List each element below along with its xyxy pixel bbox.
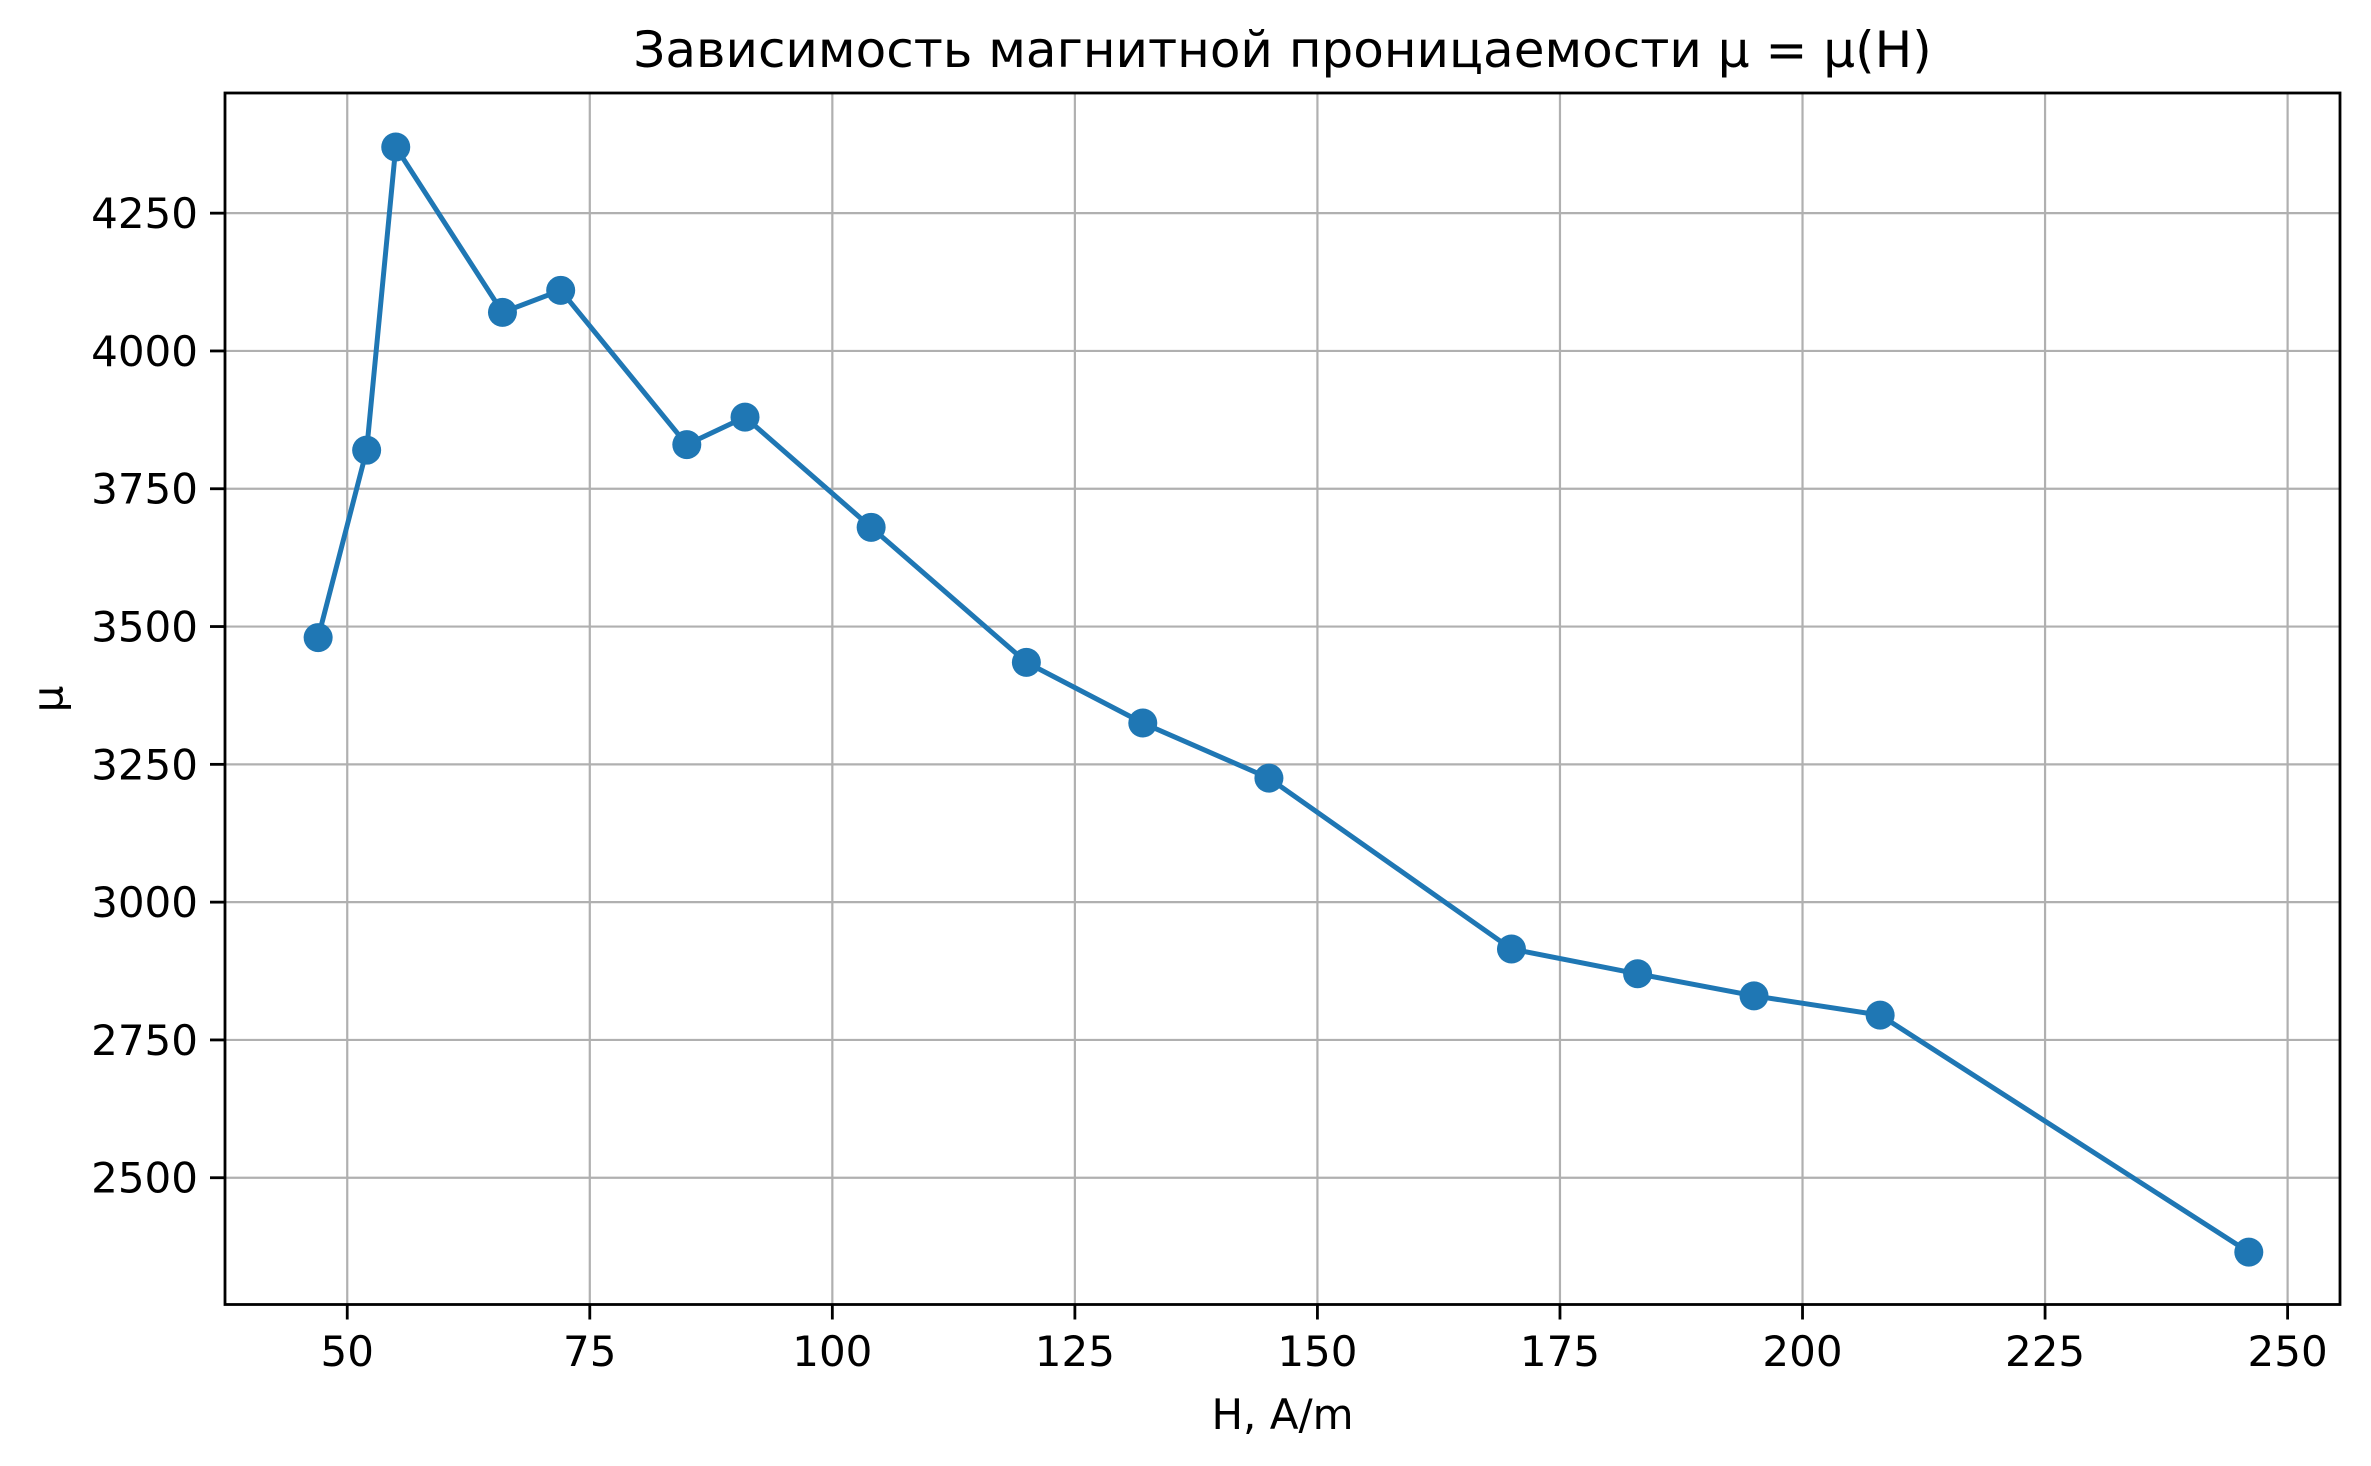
data-point: [487, 297, 517, 327]
data-point: [856, 512, 886, 542]
data-point: [1496, 934, 1526, 964]
x-tick-label: 100: [792, 1327, 872, 1376]
x-tick-label: 225: [2005, 1327, 2085, 1376]
y-tick-label: 4000: [91, 327, 198, 376]
y-tick-label: 3750: [91, 465, 198, 514]
x-tick-label: 200: [1762, 1327, 1842, 1376]
data-point: [1011, 647, 1041, 677]
x-tick-label: 125: [1035, 1327, 1115, 1376]
data-line: [315, 144, 2252, 1255]
data-point: [546, 275, 576, 305]
x-tick-label: 50: [321, 1327, 374, 1376]
data-point: [1128, 708, 1158, 738]
x-tick-label: 250: [2248, 1327, 2328, 1376]
y-tick-label: 3000: [91, 878, 198, 927]
x-tick-label: 75: [563, 1327, 616, 1376]
data-point: [1865, 1000, 1895, 1030]
x-tick-label: 150: [1277, 1327, 1357, 1376]
chart-title: Зависимость магнитной проницаемости μ = …: [633, 21, 1932, 79]
y-tick-label: 3500: [91, 603, 198, 652]
y-tick-label: 3250: [91, 740, 198, 789]
data-point: [2234, 1237, 2264, 1267]
x-axis-label: H, A/m: [1211, 1390, 1354, 1439]
data-point: [730, 402, 760, 432]
data-point: [381, 132, 411, 162]
x-tick-label: 175: [1520, 1327, 1600, 1376]
data-point: [1739, 981, 1769, 1011]
plot-border: [223, 91, 2342, 1306]
data-point: [352, 435, 382, 465]
y-axis-label: μ: [23, 685, 73, 713]
data-point: [1254, 763, 1284, 793]
data-point: [672, 430, 702, 460]
y-tick-label: 4250: [91, 189, 198, 238]
y-tick-label: 2500: [91, 1154, 198, 1203]
y-tick-label: 2750: [91, 1016, 198, 1065]
data-point: [1623, 959, 1653, 989]
data-point: [303, 623, 333, 653]
